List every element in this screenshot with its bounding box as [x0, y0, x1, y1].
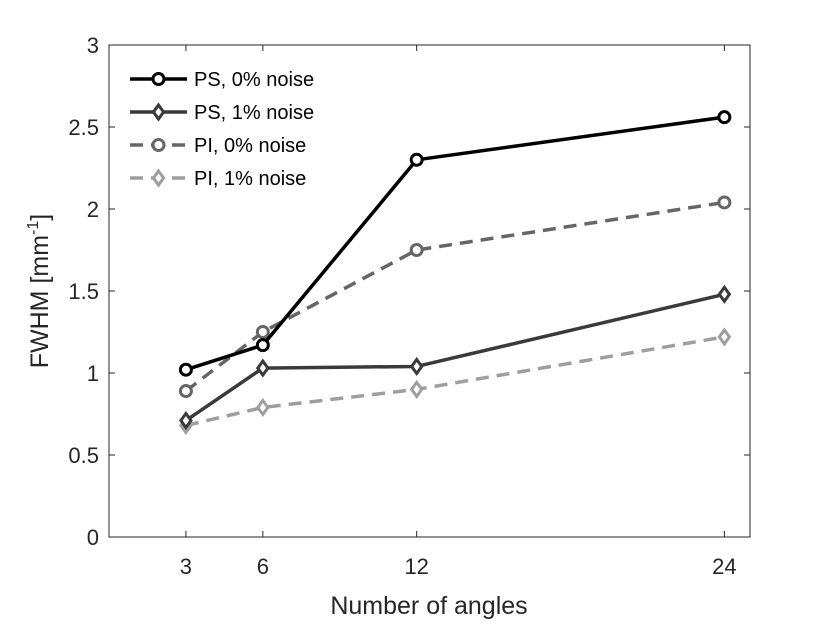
legend-label: PS, 0% noise — [194, 69, 314, 91]
y-axis-label-close: ] — [26, 214, 54, 221]
legend-marker — [151, 72, 166, 86]
legend-label: PS, 1% noise — [194, 102, 314, 124]
data-point — [178, 384, 193, 399]
series-line — [185, 115, 725, 372]
data-point — [255, 358, 270, 378]
series-line — [184, 292, 725, 423]
data-point — [179, 410, 193, 431]
y-tick-label: 1 — [87, 361, 99, 386]
series-0 — [178, 110, 732, 377]
x-tick-label: 3 — [180, 554, 192, 579]
data-point — [717, 110, 732, 125]
data-point — [717, 195, 732, 210]
legend-label: PI, 1% noise — [194, 168, 306, 190]
legend-entry: PI, 0% noise — [130, 135, 306, 157]
legend-marker — [151, 168, 166, 188]
series-line — [184, 200, 725, 393]
data-point — [255, 325, 270, 339]
y-tick-label: 2.5 — [68, 115, 99, 140]
y-axis-label-base: FWHM [mm — [26, 235, 54, 368]
legend-marker — [151, 102, 166, 122]
series-1 — [179, 284, 732, 431]
data-point — [178, 362, 193, 377]
y-axis-label-superscript: -1 — [25, 221, 42, 235]
data-point — [409, 356, 424, 377]
x-tick-label: 12 — [404, 554, 428, 579]
series-2 — [178, 195, 732, 399]
legend-marker — [151, 138, 166, 152]
legend: PS, 0% noise PS, 1% noise PI, 0% noise PI, … — [130, 69, 314, 190]
legend-entry: PI, 1% noise — [130, 168, 306, 190]
series-layer — [178, 110, 732, 436]
data-point — [409, 243, 424, 257]
x-tick-label: 6 — [257, 554, 269, 579]
legend-label: PI, 0% noise — [194, 135, 306, 157]
y-tick-label: 2 — [87, 197, 99, 222]
series-line — [185, 335, 725, 428]
y-axis: 0 0.5 1 1.5 2 2.5 3 — [68, 33, 750, 550]
data-point — [409, 379, 424, 399]
legend-entry: PS, 1% noise — [130, 102, 314, 124]
data-point — [255, 397, 270, 418]
y-axis-label: FWHM [mm-1] — [25, 214, 54, 368]
x-axis-label: Number of angles — [330, 592, 527, 620]
data-point — [717, 284, 732, 304]
data-point — [255, 338, 270, 353]
legend-entry: PS, 0% noise — [130, 69, 314, 91]
y-tick-label: 3 — [87, 33, 99, 58]
x-tick-label: 24 — [712, 554, 736, 579]
x-axis: 3 6 12 24 — [180, 45, 737, 579]
data-point — [409, 152, 424, 167]
data-point — [717, 327, 732, 347]
y-tick-label: 1.5 — [68, 279, 99, 304]
y-tick-label: 0.5 — [68, 443, 99, 468]
y-tick-label: 0 — [87, 525, 99, 550]
